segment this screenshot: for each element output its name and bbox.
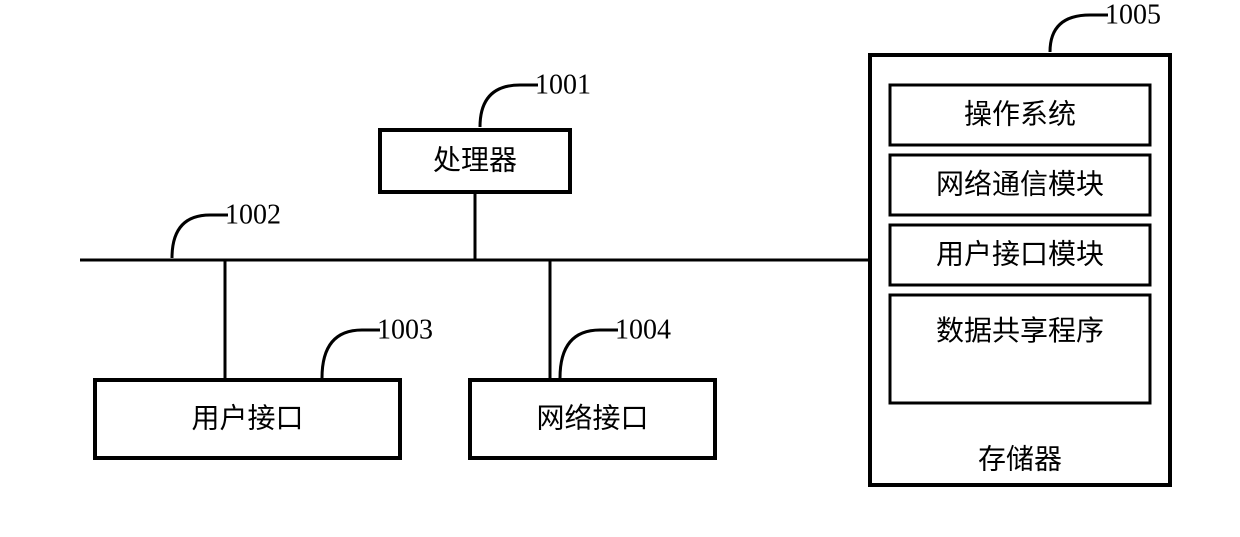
processor-leader (480, 85, 538, 127)
memory-item-rect (890, 295, 1150, 403)
memory-item-label: 数据共享程序 (936, 315, 1104, 347)
user-interface-label: 用户接口 (191, 403, 303, 435)
memory-leader (1050, 15, 1108, 52)
memory-item-label: 网络通信模块 (936, 169, 1104, 201)
user-interface-block: 用户接口 (95, 380, 400, 458)
memory-item-label: 操作系统 (964, 99, 1076, 131)
memory-caption: 存储器 (978, 444, 1062, 476)
memory-ref: 1005 (1105, 0, 1161, 31)
memory-block: 操作系统网络通信模块用户接口模块数据共享程序 存储器 (870, 55, 1170, 485)
ref-1003-leader (322, 330, 380, 378)
user-interface-leader (172, 215, 228, 258)
system-block-diagram: 处理器 用户接口 网络接口 操作系统网络通信模块用户接口模块数据共享程序 存储器… (0, 0, 1240, 537)
user-interface-ref: 1002 (225, 200, 281, 231)
memory-item-label: 用户接口模块 (936, 239, 1104, 271)
network-interface-block: 网络接口 (470, 380, 715, 458)
ref-1003-ref: 1003 (377, 315, 433, 346)
processor-block: 处理器 (380, 130, 570, 192)
processor-ref: 1001 (535, 70, 591, 101)
memory-items: 操作系统网络通信模块用户接口模块数据共享程序 (890, 85, 1150, 403)
network-interface-ref: 1004 (615, 315, 671, 346)
network-interface-leader (560, 330, 618, 378)
processor-label: 处理器 (433, 145, 517, 177)
network-interface-label: 网络接口 (536, 403, 648, 435)
